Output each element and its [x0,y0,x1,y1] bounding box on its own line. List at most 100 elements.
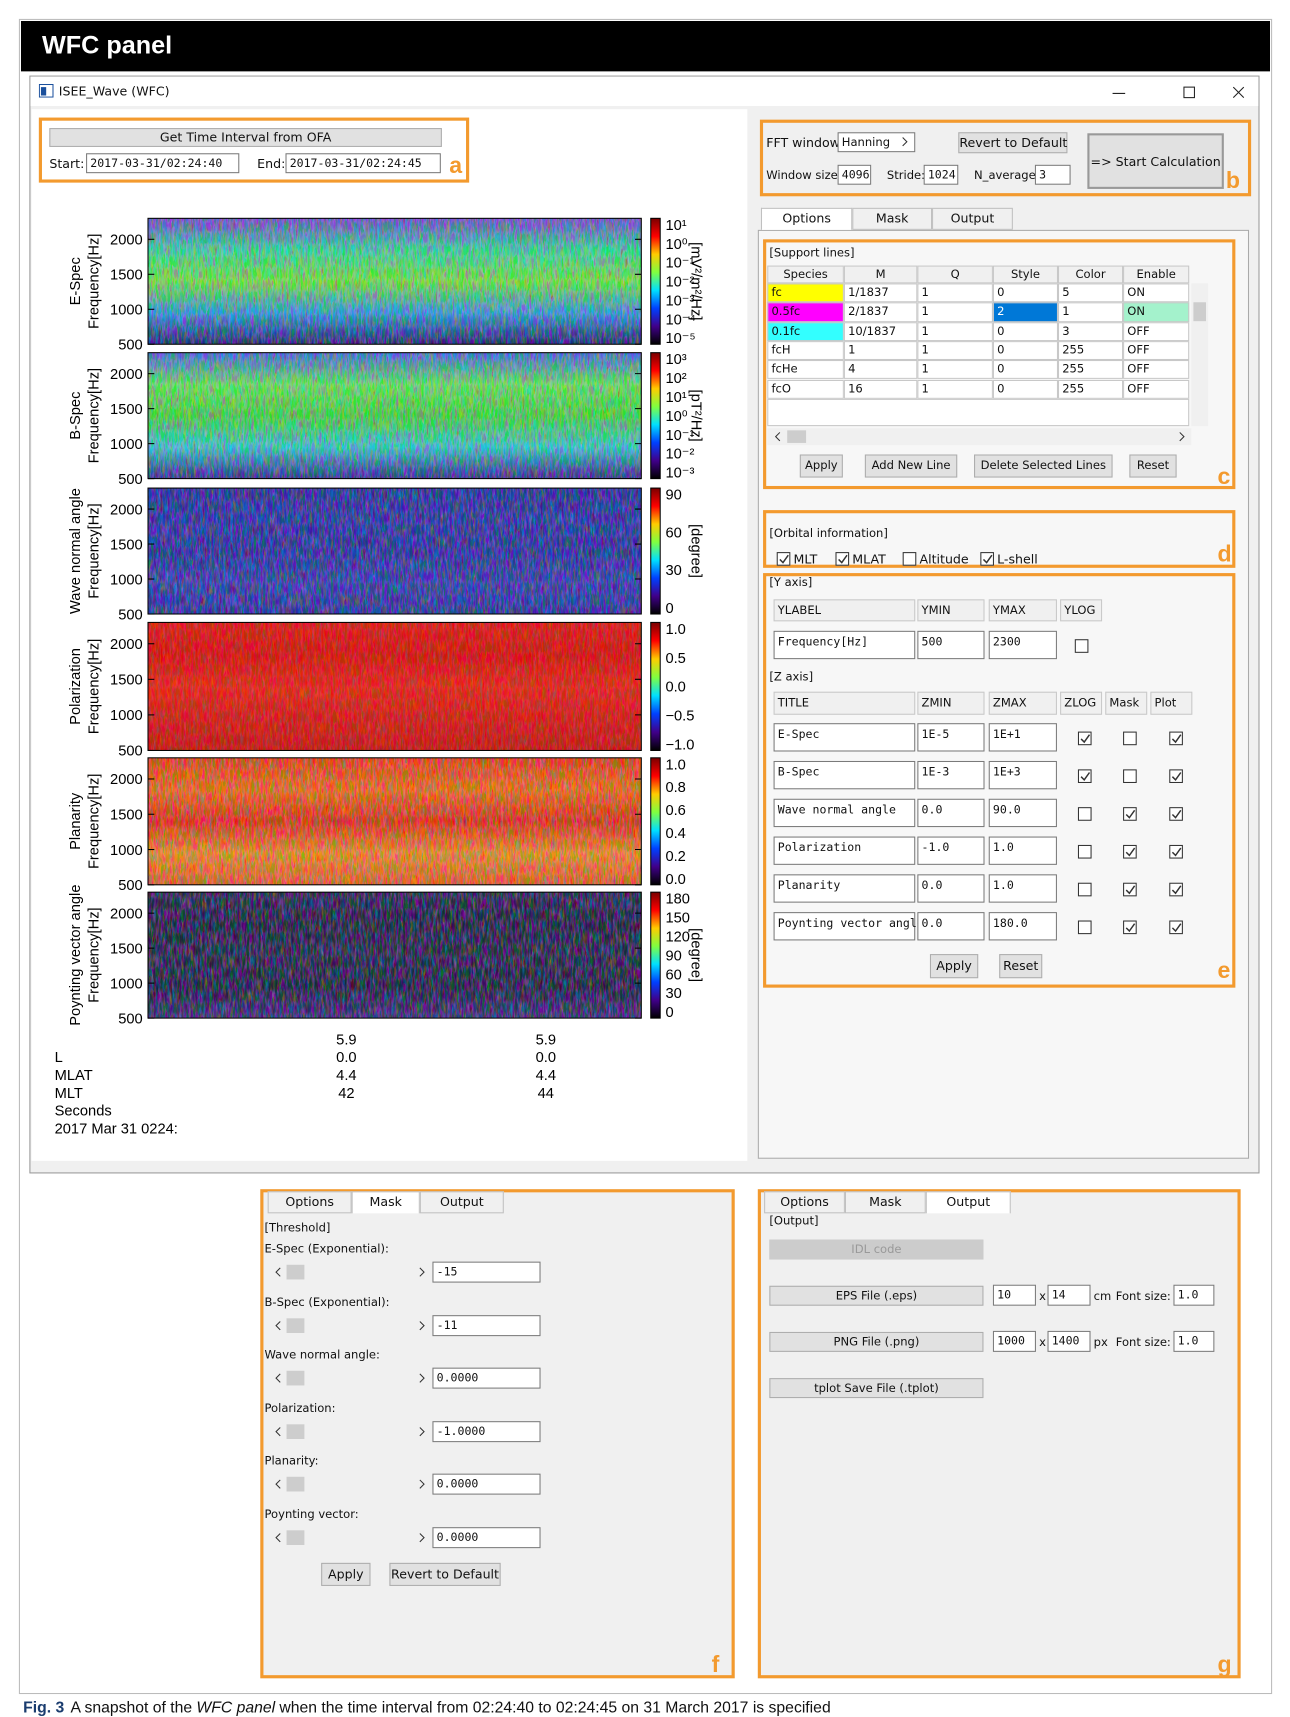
button[interactable]: Apply [321,1563,370,1586]
tab[interactable]: Options [761,208,852,230]
checkbox[interactable] [1123,807,1137,821]
arrow-icon[interactable] [1178,431,1186,441]
text-input[interactable]: 1400 [1048,1331,1091,1352]
text-input[interactable]: 0.0 [917,912,984,940]
arrow-icon[interactable] [274,1267,282,1277]
arrow-icon[interactable] [901,136,909,146]
text-input[interactable]: -15 [432,1262,540,1283]
maximize-icon[interactable] [1184,87,1194,97]
slider-thumb[interactable] [287,1318,305,1333]
button[interactable]: Add New Line [865,454,957,477]
tab[interactable]: Mask [845,1191,926,1213]
tab[interactable]: Output [932,208,1013,230]
arrow-icon[interactable] [418,1532,426,1542]
text-input[interactable]: 0.0 [917,799,984,827]
window-controls[interactable] [1102,82,1249,103]
text-input[interactable]: 2300 [989,631,1057,659]
arrow-icon[interactable] [418,1267,426,1277]
checkbox[interactable] [1078,769,1092,783]
text-input[interactable]: Wave normal angle [774,799,916,827]
checkbox[interactable] [777,552,791,566]
checkbox[interactable] [835,552,849,566]
text-input[interactable]: 500 [917,631,984,659]
checkbox[interactable] [1078,845,1092,859]
arrow-icon[interactable] [418,1426,426,1436]
checkbox[interactable] [1169,769,1183,783]
scrollbar-thumb[interactable] [787,430,806,443]
slider-thumb[interactable] [287,1371,305,1386]
text-input[interactable]: 1E-5 [917,723,984,751]
text-input[interactable]: -1.0 [917,837,984,865]
text-input[interactable]: 0.0000 [432,1368,540,1389]
text-input[interactable]: 10 [993,1285,1036,1306]
button[interactable]: EPS File (.eps) [769,1286,983,1306]
text-input[interactable]: 1E-3 [917,761,984,789]
slider-thumb[interactable] [287,1530,305,1545]
checkbox[interactable] [1078,883,1092,897]
button[interactable]: Revert to Default [958,132,1067,153]
button[interactable]: Apply [800,454,843,477]
text-input[interactable]: 14 [1048,1285,1091,1306]
arrow-icon[interactable] [418,1479,426,1489]
slider-thumb[interactable] [287,1424,305,1439]
text-input[interactable]: 1000 [993,1331,1036,1352]
scrollbar-horizontal[interactable] [767,428,1191,445]
slider-thumb[interactable] [287,1477,305,1492]
arrow-icon[interactable] [418,1373,426,1383]
button[interactable]: Reset [999,954,1042,978]
scrollbar-thumb[interactable] [1193,302,1206,321]
text-input[interactable]: -1.0000 [432,1421,540,1442]
button[interactable]: Delete Selected Lines [974,454,1113,477]
button[interactable]: Apply [930,954,978,978]
button[interactable]: tplot Save File (.tplot) [769,1378,983,1398]
checkbox[interactable] [1123,883,1137,897]
text-input[interactable]: 1.0 [1173,1331,1214,1352]
arrow-icon[interactable] [774,431,782,441]
tab[interactable]: Output [926,1191,1011,1213]
arrow-icon[interactable] [274,1479,282,1489]
text-input[interactable]: 1.0 [1173,1285,1214,1306]
text-input[interactable]: -11 [432,1315,540,1336]
checkbox[interactable] [1075,639,1089,653]
checkbox[interactable] [1169,807,1183,821]
tab[interactable]: Options [764,1191,845,1213]
checkbox[interactable] [1078,920,1092,934]
checkbox[interactable] [980,552,994,566]
text-input[interactable]: 1E+3 [989,761,1057,789]
checkbox[interactable] [1123,920,1137,934]
text-input[interactable]: 0.0000 [432,1474,540,1495]
text-input[interactable]: Frequency[Hz] [774,631,916,659]
text-input[interactable]: Polarization [774,837,916,865]
text-input[interactable]: 0.0000 [432,1527,540,1548]
checkbox[interactable] [1169,732,1183,746]
slider-thumb[interactable] [287,1265,305,1280]
button[interactable]: IDL code [769,1240,983,1260]
arrow-icon[interactable] [274,1373,282,1383]
tab[interactable]: Mask [352,1191,420,1213]
text-input[interactable]: 4096 [838,165,872,185]
checkbox[interactable] [1169,845,1183,859]
checkbox[interactable] [903,552,917,566]
arrow-icon[interactable] [274,1426,282,1436]
checkbox[interactable] [1123,845,1137,859]
checkbox[interactable] [1123,732,1137,746]
text-input[interactable]: B-Spec [774,761,916,789]
button[interactable]: PNG File (.png) [769,1332,983,1352]
checkbox[interactable] [1078,732,1092,746]
text-input[interactable]: Poynting vector angle [774,912,916,940]
text-input[interactable]: 180.0 [989,912,1057,940]
tab[interactable]: Options [268,1191,352,1213]
button[interactable]: => Start Calculation [1087,133,1223,189]
text-input[interactable]: Planarity [774,874,916,902]
tab[interactable]: Mask [852,208,932,230]
checkbox[interactable] [1078,807,1092,821]
arrow-icon[interactable] [418,1320,426,1330]
checkbox[interactable] [1169,883,1183,897]
checkbox[interactable] [1169,920,1183,934]
text-input[interactable]: 0.0 [917,874,984,902]
arrow-icon[interactable] [274,1320,282,1330]
text-input[interactable]: 1024 [924,165,959,185]
button[interactable]: Reset [1129,454,1176,477]
text-input[interactable]: 90.0 [989,799,1057,827]
arrow-icon[interactable] [274,1532,282,1542]
